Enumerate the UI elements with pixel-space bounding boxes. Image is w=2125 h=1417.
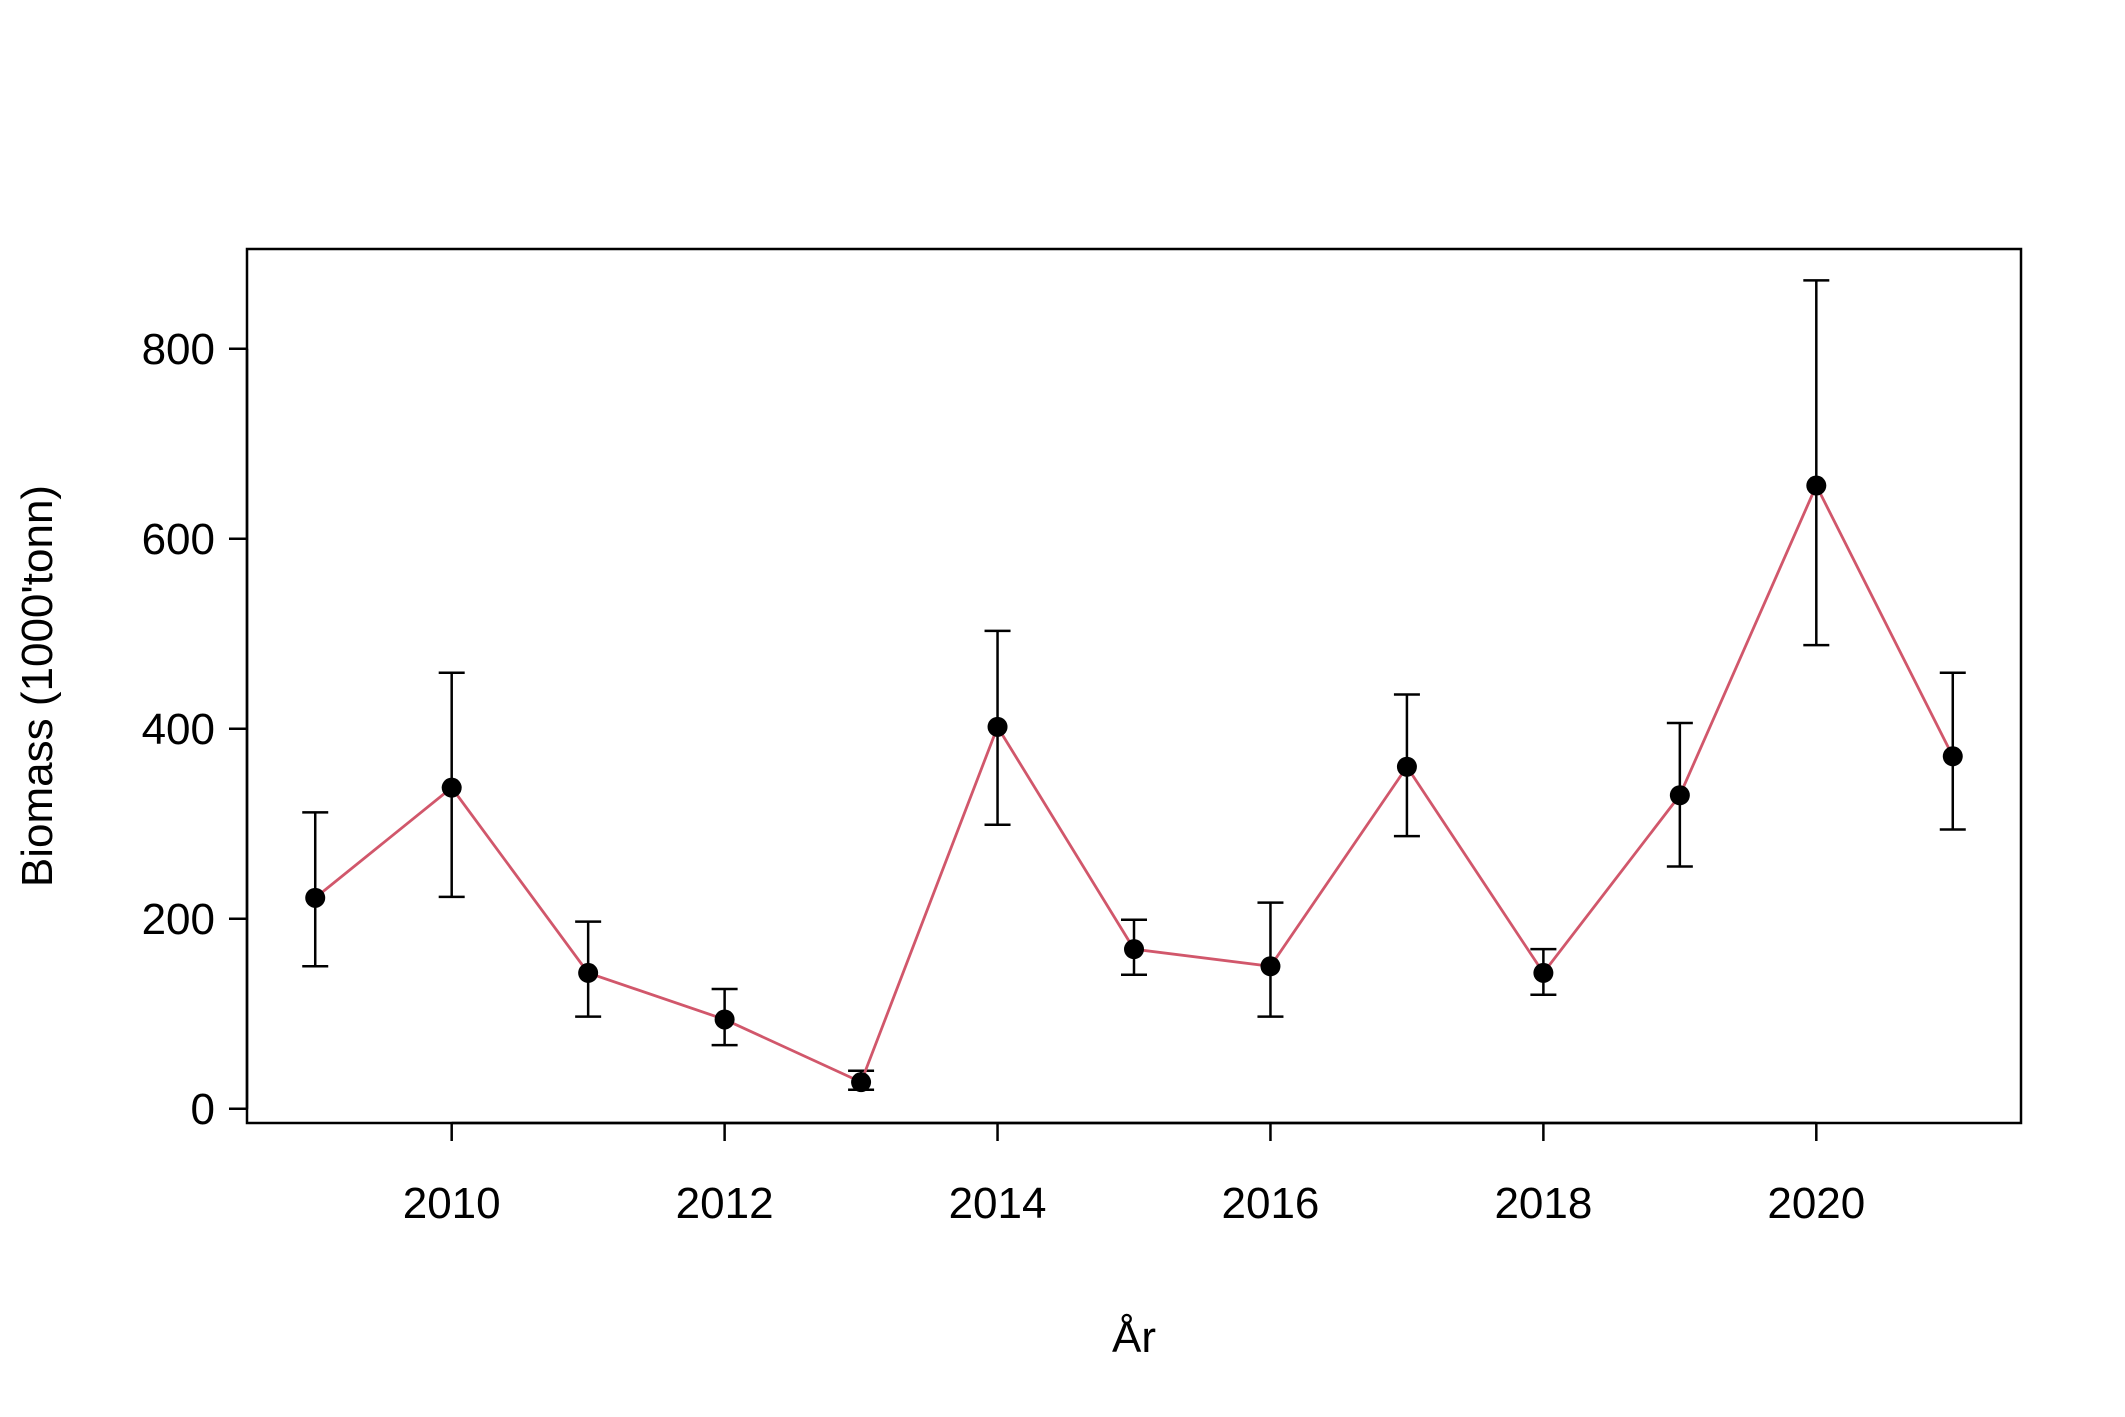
data-points [305, 475, 1963, 1093]
x-axis: 2010 2012 2014 2016 2018 2020 [403, 1121, 1865, 1228]
x-tick-label: 2020 [1767, 1179, 1865, 1228]
data-point [1396, 756, 1417, 777]
error-bar [1803, 279, 1830, 647]
x-tick-label: 2010 [403, 1179, 501, 1228]
plot-frame [245, 247, 2023, 1125]
y-axis: 0 200 400 600 800 [142, 325, 249, 1134]
y-axis-title: Biomass (1000'tonn) [13, 485, 62, 887]
x-tick-label: 2018 [1494, 1179, 1592, 1228]
data-point [441, 777, 462, 798]
series-line [314, 482, 1955, 1085]
data-point [305, 887, 326, 908]
data-point [1942, 746, 1963, 767]
data-point [578, 962, 599, 983]
data-point [1260, 956, 1281, 977]
y-tick-label: 0 [191, 1085, 215, 1134]
error-bars [302, 279, 1966, 1091]
y-tick-label: 600 [142, 515, 215, 564]
x-axis-title: År [1112, 1313, 1156, 1362]
data-point [1806, 475, 1827, 496]
data-point [714, 1009, 735, 1030]
y-tick-label: 800 [142, 325, 215, 374]
data-point [851, 1072, 872, 1093]
data-point [1669, 785, 1690, 806]
data-point [1533, 962, 1554, 983]
data-point [987, 716, 1008, 737]
x-tick-label: 2014 [949, 1179, 1047, 1228]
y-tick-label: 200 [142, 895, 215, 944]
x-tick-label: 2016 [1222, 1179, 1320, 1228]
x-tick-label: 2012 [676, 1179, 774, 1228]
y-tick-label: 400 [142, 705, 215, 754]
data-point [1124, 939, 1144, 960]
